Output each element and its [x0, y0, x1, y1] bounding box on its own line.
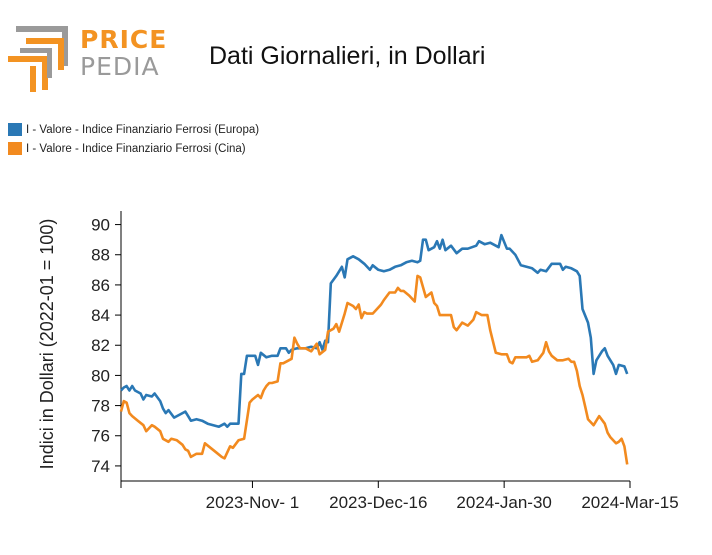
x-tick-label: 2024-Jan-30 [456, 493, 551, 512]
y-tick-label: 86 [91, 276, 110, 295]
series-line-europa [120, 233, 629, 428]
pricepedia-logo: PRICE PEDIA [6, 20, 166, 100]
logo-mark-icon [8, 26, 68, 92]
logo-word-price: PRICE [80, 25, 168, 54]
legend-item-europa[interactable]: I - Valore - Indice Finanziario Ferrosi … [8, 120, 259, 139]
y-axis-label: Indici in Dollari (2022-01 = 100) [37, 219, 57, 470]
chart-title: Dati Giornalieri, in Dollari [209, 42, 486, 70]
y-tick-label: 84 [91, 306, 110, 325]
legend-label-europa: I - Valore - Indice Finanziario Ferrosi … [26, 123, 260, 136]
logo-word-pedia: PEDIA [80, 52, 160, 81]
legend-swatch-europa [8, 123, 22, 136]
legend-label-cina: I - Valore - Indice Finanziario Ferrosi … [26, 142, 246, 155]
y-tick-label: 82 [91, 336, 110, 355]
legend-item-cina[interactable]: I - Valore - Indice Finanziario Ferrosi … [8, 139, 259, 158]
y-tick-label: 76 [91, 427, 110, 446]
chart-legend: I - Valore - Indice Finanziario Ferrosi … [8, 120, 259, 158]
y-tick-label: 90 [91, 216, 110, 235]
y-tick-label: 80 [91, 366, 110, 385]
x-tick-label: 2023-Nov- 1 [206, 493, 300, 512]
y-tick-label: 88 [91, 246, 110, 265]
legend-swatch-cina [8, 142, 22, 155]
series-line-cina [119, 274, 629, 465]
x-tick-label: 2024-Mar-15 [581, 493, 678, 512]
y-tick-label: 74 [91, 457, 110, 476]
y-tick-label: 78 [91, 397, 110, 416]
x-tick-label: 2023-Dec-16 [329, 493, 427, 512]
